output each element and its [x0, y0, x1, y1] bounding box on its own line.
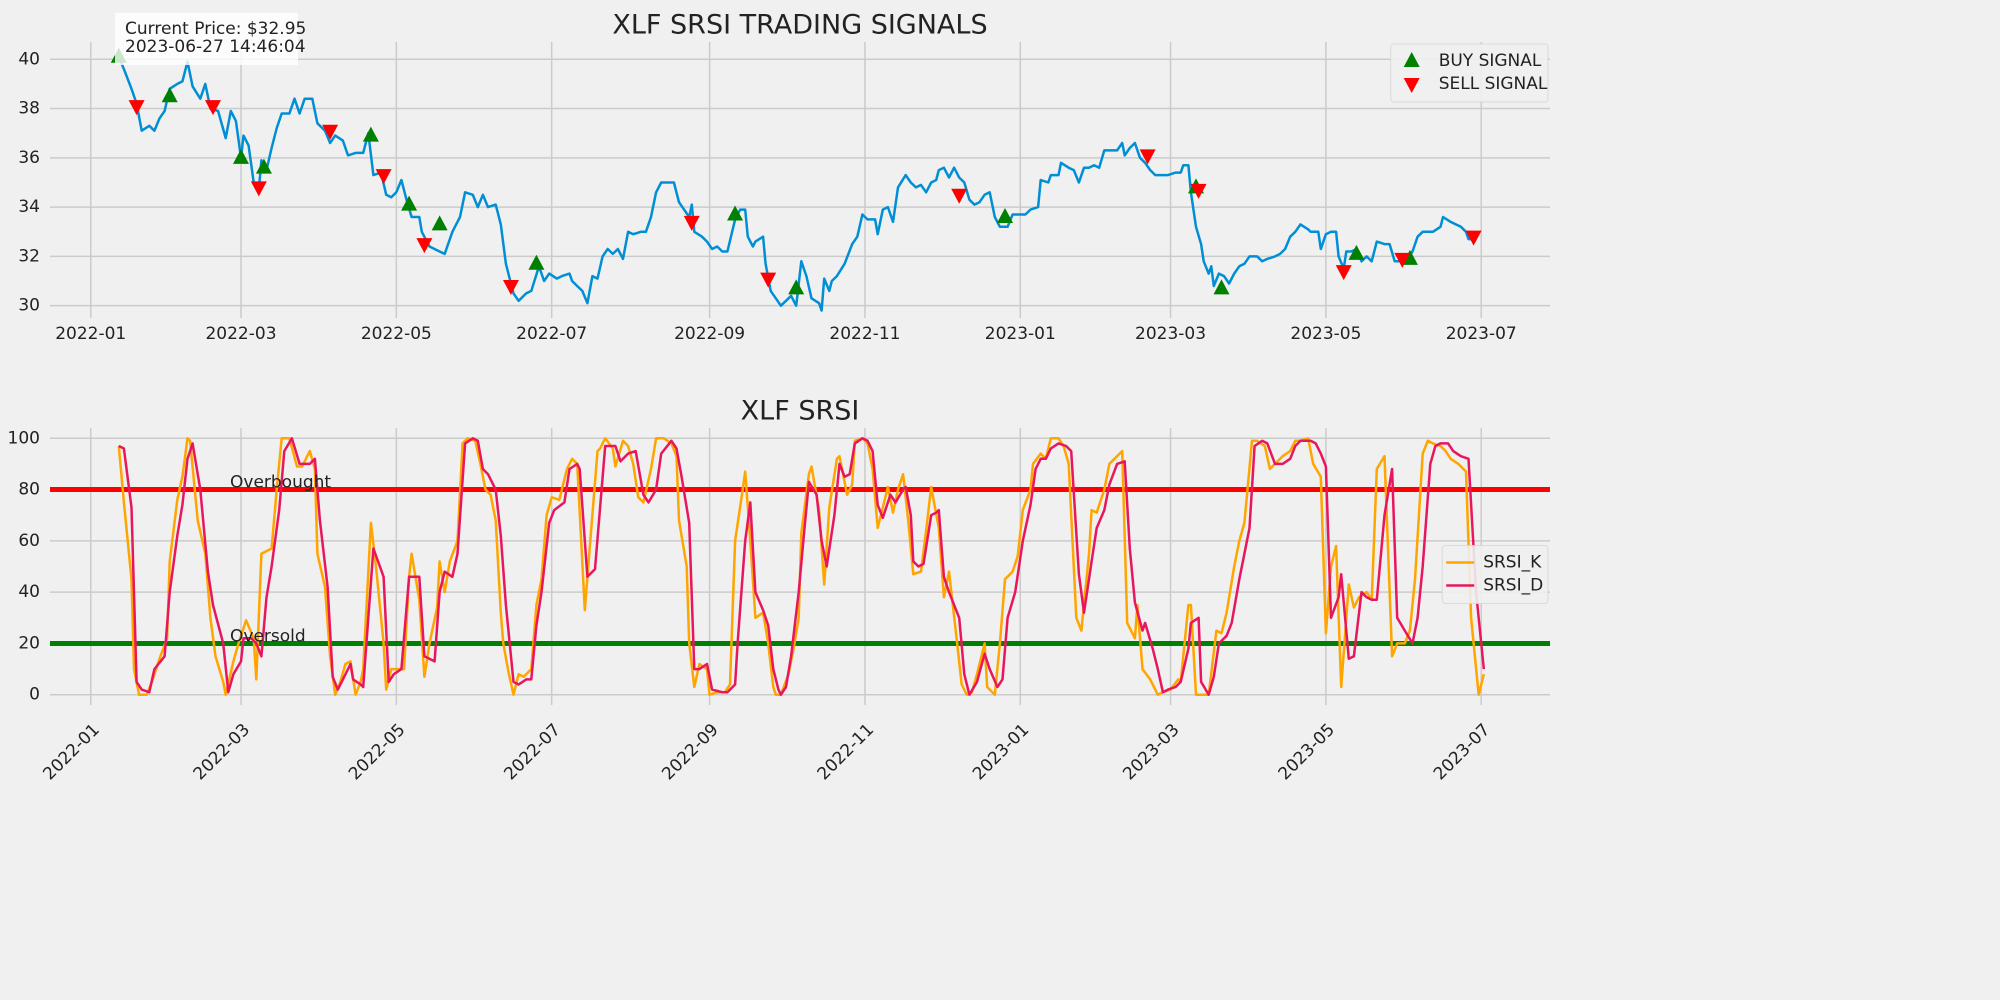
y-tick-label: 34	[18, 197, 40, 217]
legend: BUY SIGNAL SELL SIGNAL	[1390, 43, 1549, 103]
chart-title: XLF SRSI TRADING SIGNALS	[612, 10, 987, 41]
signal-marker	[375, 169, 392, 185]
plot-area	[50, 437, 1550, 696]
signal-marker	[1401, 249, 1418, 265]
legend-marker	[1403, 78, 1420, 93]
x-tick-label: 2022-07	[516, 324, 587, 344]
signal-marker	[128, 100, 145, 116]
y-tick-label: 0	[29, 685, 40, 705]
x-tick-label: 2023-03	[1135, 324, 1206, 344]
legend: SRSI_K SRSI_D	[1441, 545, 1549, 604]
signal-marker	[683, 215, 700, 231]
x-tick-label: 2022-11	[829, 324, 900, 344]
signal-marker	[951, 188, 968, 204]
legend-label: SELL SIGNAL	[1439, 74, 1548, 94]
x-tick-label: 2023-01	[985, 324, 1056, 344]
y-tick-label: 80	[18, 480, 40, 500]
legend-box	[1441, 545, 1549, 604]
x-tick-label: 2022-09	[674, 324, 745, 344]
grid	[50, 42, 1550, 318]
signal-marker	[362, 126, 379, 142]
signal-marker	[727, 205, 744, 221]
x-tick-label: 2022-05	[361, 324, 432, 344]
signal-marker	[250, 181, 267, 197]
plot-area	[110, 47, 1482, 312]
series-line	[118, 437, 1486, 696]
y-tick-label: 100	[8, 428, 40, 448]
series-line	[117, 56, 1480, 312]
signal-marker	[528, 254, 545, 270]
signal-marker	[502, 279, 519, 295]
legend-box	[1390, 43, 1549, 103]
x-tick-label: 2022-03	[205, 324, 276, 344]
signal-marker	[1465, 230, 1482, 246]
legend-marker	[1403, 52, 1420, 67]
signal-marker	[1348, 244, 1365, 260]
legend-label: BUY SIGNAL	[1439, 51, 1542, 71]
y-tick-label: 32	[18, 246, 40, 266]
signal-marker	[416, 238, 433, 254]
y-tick-label: 40	[18, 49, 40, 69]
signal-marker	[204, 100, 221, 116]
signal-marker	[788, 279, 805, 295]
signal-marker	[233, 148, 250, 164]
y-tick-label: 40	[18, 582, 40, 602]
signal-marker	[1213, 279, 1230, 295]
signal-marker	[322, 124, 339, 140]
signal-marker	[997, 207, 1014, 223]
annotation-text: Current Price: $32.95	[125, 19, 306, 39]
signal-marker	[1335, 265, 1352, 281]
chart-title: XLF SRSI	[741, 396, 860, 427]
legend-label: SRSI_K	[1483, 553, 1542, 573]
signal-marker	[161, 87, 178, 103]
y-tick-label: 38	[18, 99, 40, 119]
x-tick-label: 2022-01	[55, 324, 126, 344]
reference-label: Oversold	[230, 626, 306, 646]
x-tick-label: 2023-07	[1446, 324, 1517, 344]
y-tick-label: 20	[18, 633, 40, 653]
signal-marker	[255, 158, 272, 174]
signal-marker	[401, 195, 418, 211]
legend-label: SRSI_D	[1483, 576, 1543, 596]
signal-marker	[1394, 252, 1411, 268]
y-tick-label: 36	[18, 148, 40, 168]
signal-marker	[431, 215, 448, 231]
y-tick-label: 60	[18, 531, 40, 551]
signal-marker	[1190, 183, 1207, 199]
reference-label: Overbought	[230, 473, 331, 493]
signal-marker	[1139, 149, 1156, 165]
annotation-text: 2023-06-27 14:46:04	[125, 37, 306, 57]
signal-marker	[760, 272, 777, 288]
x-tick-label: 2023-05	[1290, 324, 1361, 344]
annotation-box	[115, 13, 298, 65]
y-tick-label: 30	[18, 296, 40, 316]
